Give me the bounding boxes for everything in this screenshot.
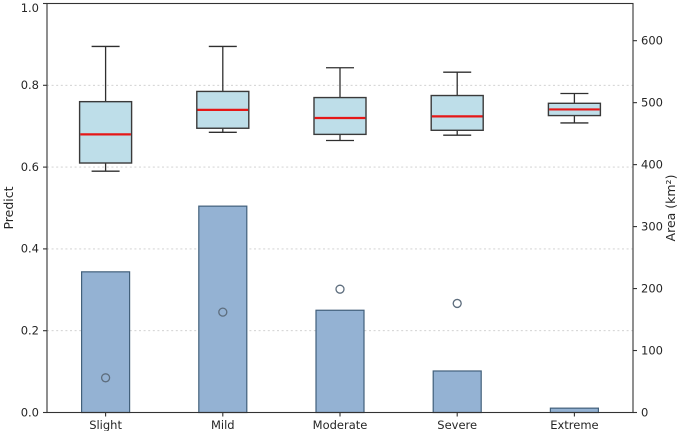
boxplot-severe-box — [430, 94, 484, 131]
left-tick-label: 0.6 — [21, 160, 39, 174]
boxplot-slight-box — [78, 100, 133, 164]
bar-extreme — [549, 407, 600, 414]
bar-severe — [432, 370, 482, 414]
mean-point-slight — [100, 373, 111, 383]
right-tick-label: 100 — [641, 343, 663, 357]
mean-point-severe — [452, 298, 462, 309]
right-tick-label: 400 — [641, 157, 663, 171]
left-axis-title: Predict — [1, 186, 16, 229]
right-tick-label: 0 — [641, 405, 648, 419]
left-tick-label: 0.0 — [21, 405, 39, 419]
x-tick-label-severe: Severe — [437, 418, 477, 431]
right-tick-label: 200 — [641, 281, 663, 295]
right-axis-title: Area (km²) — [663, 175, 678, 242]
bar-moderate — [315, 309, 365, 414]
right-tick-label: 300 — [641, 219, 663, 233]
bar-slight — [80, 271, 131, 414]
x-tick-label-extreme: Extreme — [550, 418, 598, 431]
x-tick-label-slight: Slight — [89, 418, 122, 431]
left-tick-label: 0.4 — [21, 242, 39, 256]
mean-point-mild — [218, 307, 228, 317]
right-tick-label: 500 — [641, 95, 663, 109]
left-tick-label: 0.8 — [21, 78, 39, 92]
mean-point-moderate — [335, 284, 345, 294]
left-tick-label: 0.2 — [21, 324, 39, 338]
boxplot-moderate-box — [313, 96, 367, 136]
bar-mild — [198, 205, 248, 414]
left-tick-label: 1.0 — [21, 1, 39, 15]
right-tick-label: 600 — [641, 33, 663, 47]
x-tick-label-mild: Mild — [211, 418, 235, 431]
x-tick-label-moderate: Moderate — [313, 418, 368, 431]
